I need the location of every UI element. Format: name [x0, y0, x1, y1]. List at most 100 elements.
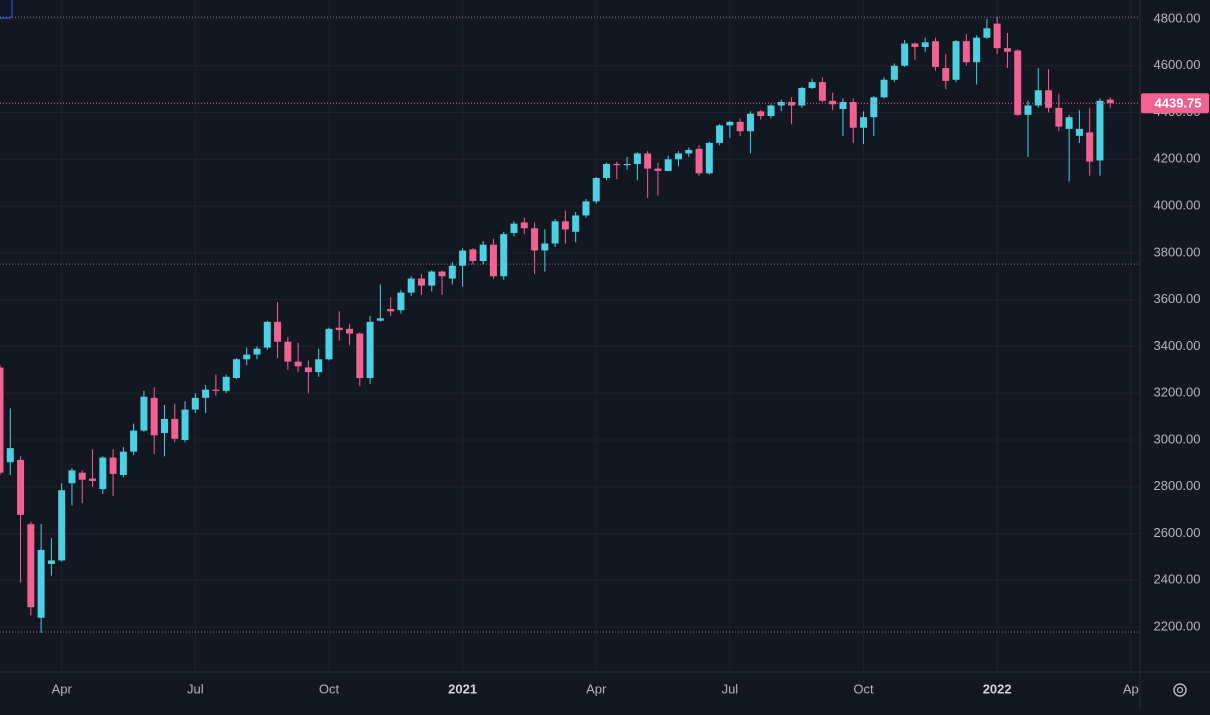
candle-body	[417, 278, 425, 286]
candle-body	[674, 153, 682, 160]
candle-body	[829, 100, 837, 105]
candle-body	[788, 101, 796, 106]
x-tick-label: Jul	[722, 681, 739, 696]
candle-body	[870, 97, 878, 118]
candle-body	[438, 271, 446, 277]
candle-body	[726, 121, 734, 126]
candle-body	[469, 249, 477, 262]
candle-body	[572, 215, 580, 232]
candle-body	[356, 333, 364, 378]
candle-body	[243, 354, 251, 360]
candle-body	[130, 430, 138, 452]
candle-body	[942, 68, 950, 81]
candle-body	[171, 418, 179, 439]
candle-body	[654, 168, 662, 171]
candle-body	[716, 125, 724, 143]
x-tick-label: Apr	[586, 681, 607, 696]
y-tick-label: 4600.00	[1154, 57, 1201, 72]
candle-body	[767, 105, 775, 117]
candle-body	[531, 228, 539, 251]
candle-body	[428, 271, 436, 286]
candle-body	[99, 457, 107, 490]
last-price-label: 4439.75	[1155, 96, 1202, 111]
candle-body	[407, 278, 415, 293]
y-tick-label: 2600.00	[1154, 525, 1201, 540]
candle-body	[0, 367, 4, 473]
candle-body	[541, 243, 549, 251]
y-tick-label: 4200.00	[1154, 151, 1201, 166]
candle-body	[510, 223, 518, 233]
candle-body	[489, 244, 497, 277]
x-tick-label: 2022	[983, 681, 1012, 696]
grid	[0, 0, 1140, 672]
x-tick-label: 2021	[448, 681, 477, 696]
candle-body	[890, 65, 898, 80]
candle-body	[561, 221, 569, 230]
candle-body	[500, 234, 508, 277]
candle-body	[664, 159, 672, 171]
y-tick-label: 4800.00	[1154, 10, 1201, 25]
y-tick-label: 3400.00	[1154, 338, 1201, 353]
settings-icon[interactable]	[1173, 683, 1187, 697]
candle-body	[931, 41, 939, 67]
candle-body	[695, 148, 703, 174]
candle-body	[58, 490, 66, 561]
candle-body	[952, 41, 960, 80]
candle-body	[623, 163, 631, 166]
y-tick-label: 4000.00	[1154, 198, 1201, 213]
candle-body	[736, 121, 744, 132]
candle-body	[325, 328, 333, 360]
candle-body	[746, 113, 754, 132]
candle-body	[222, 376, 230, 391]
candle-body	[212, 389, 220, 391]
candle-body	[1086, 132, 1094, 162]
candle-body	[860, 117, 868, 128]
candle-body	[346, 328, 354, 334]
y-tick-label: 2200.00	[1154, 619, 1201, 634]
candle-body	[284, 341, 292, 362]
candle-body	[335, 327, 343, 331]
candle-body	[1024, 105, 1032, 115]
candle-body	[777, 101, 785, 106]
toolbar-button[interactable]	[0, 0, 13, 19]
candle-body	[37, 549, 45, 618]
axes: 2200.00 2400.00 2600.00 2800.00 3000.00 3200.…	[52, 10, 1209, 696]
candle-body	[613, 163, 621, 166]
x-tick-label: Oct	[319, 681, 340, 696]
candle-body	[27, 524, 35, 608]
candle-body	[1014, 50, 1022, 115]
candle-body	[119, 451, 127, 476]
candle-body	[1045, 90, 1053, 108]
y-tick-label: 2400.00	[1154, 572, 1201, 587]
candle-body	[818, 82, 826, 101]
candle-body	[633, 153, 641, 164]
x-tick-label: Apr	[52, 681, 73, 696]
candle-body	[387, 308, 395, 312]
candle-body	[191, 397, 199, 410]
candle-body	[921, 42, 929, 48]
candle-body	[448, 265, 456, 279]
candle-body	[150, 397, 158, 436]
candle-body	[849, 101, 857, 128]
candle-body	[839, 101, 847, 109]
candle-body	[880, 79, 888, 98]
candle-body	[315, 359, 323, 373]
candle-body	[366, 321, 374, 378]
candle-body	[757, 111, 765, 117]
candle-body	[68, 470, 76, 484]
candle-body	[78, 472, 86, 480]
y-tick-label: 3800.00	[1154, 244, 1201, 259]
candle-body	[808, 82, 816, 88]
x-tick-label: Ap	[1123, 681, 1139, 696]
candle-body	[520, 222, 528, 229]
candle-body	[705, 142, 713, 174]
candle-body	[1065, 117, 1073, 129]
candle-body	[551, 221, 559, 244]
candle-body	[1003, 48, 1011, 52]
candle-body	[181, 409, 189, 440]
candle-body	[253, 348, 261, 355]
candle-body	[202, 389, 210, 398]
candle-body	[274, 321, 282, 342]
candle-body	[397, 292, 405, 311]
